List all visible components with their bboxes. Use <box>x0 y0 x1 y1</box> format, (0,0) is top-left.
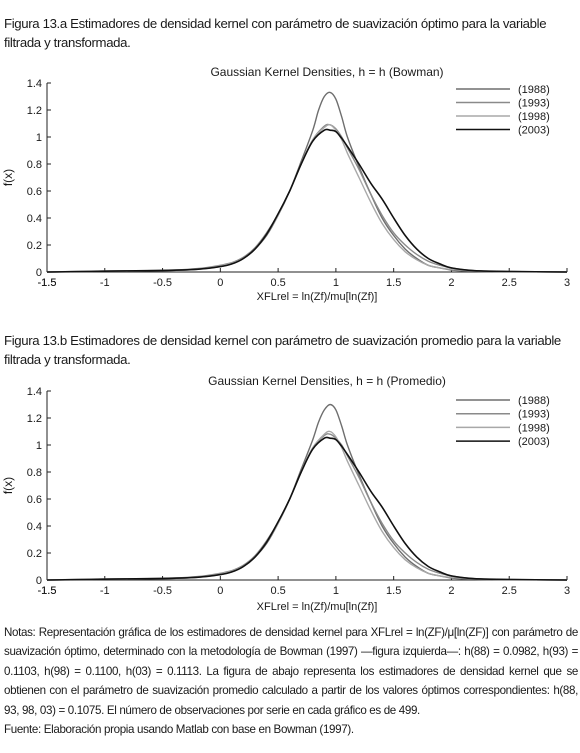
source-text: Fuente: Elaboración propia usando Matlab… <box>4 723 354 737</box>
y-tick-label: 0.4 <box>27 521 42 533</box>
y-tick-label: 0 <box>36 267 42 279</box>
legend-label: (1993) <box>518 98 550 110</box>
figure-caption-a: Figura 13.a Estimadores de densidad kern… <box>4 16 547 50</box>
legend-label: (1988) <box>518 395 550 407</box>
series-line <box>46 91 568 273</box>
chart-title: Gaussian Kernel Densities, h = h (Promed… <box>208 374 446 388</box>
legend-label: (2003) <box>518 125 550 137</box>
x-tick-label: -0.5 <box>153 585 172 597</box>
legend-label: (1988) <box>518 84 550 96</box>
y-axis-label: f(x) <box>1 169 15 186</box>
y-tick-label: 1.2 <box>27 105 42 117</box>
x-tick-label: -1.5 <box>38 277 57 289</box>
y-axis-label: f(x) <box>1 477 15 494</box>
figure-caption-b: Figura 13.b Estimadores de densidad kern… <box>4 333 561 367</box>
x-tick-label: 1 <box>333 585 339 597</box>
x-tick-label: 2 <box>448 585 454 597</box>
y-tick-label: 0.4 <box>27 213 42 225</box>
y-tick-label: 1.2 <box>27 413 42 425</box>
legend-label: (1998) <box>518 422 550 434</box>
series-line <box>46 436 568 581</box>
legend-label: (2003) <box>518 436 550 448</box>
x-tick-label: 0.5 <box>270 585 285 597</box>
chart-title: Gaussian Kernel Densities, h = h (Bowman… <box>210 65 443 79</box>
series-line <box>46 403 568 581</box>
series-line <box>46 128 568 273</box>
x-tick-label: -1 <box>100 585 110 597</box>
y-tick-label: 1.4 <box>27 386 42 398</box>
y-tick-label: 0.2 <box>27 548 42 560</box>
x-tick-label: 0.5 <box>270 277 285 289</box>
y-tick-label: 1 <box>36 132 42 144</box>
kernel-density-chart-a: Gaussian Kernel Densities, h = h (Bowman… <box>1 65 570 303</box>
x-tick-label: -1 <box>100 277 110 289</box>
y-tick-label: 1 <box>36 440 42 452</box>
y-tick-label: 0.6 <box>27 494 42 506</box>
y-tick-label: 0.2 <box>27 240 42 252</box>
x-tick-label: 0 <box>217 585 223 597</box>
x-tick-label: 1 <box>333 277 339 289</box>
notes-text: Notas: Representación gráfica de los est… <box>4 626 578 717</box>
x-tick-label: 0 <box>217 277 223 289</box>
legend-label: (1993) <box>518 409 550 421</box>
x-tick-label: 3 <box>564 277 570 289</box>
legend-label: (1998) <box>518 111 550 123</box>
y-tick-label: 0.8 <box>27 467 42 479</box>
x-axis-label: XFLrel = ln(Zf)/mu[ln(Zf)] <box>257 601 378 613</box>
y-tick-label: 0 <box>36 575 42 587</box>
notes-block: Notas: Representación gráfica de los est… <box>4 623 578 739</box>
x-axis-label: XFLrel = ln(Zf)/mu[ln(Zf)] <box>257 291 378 303</box>
x-tick-label: -1.5 <box>38 585 57 597</box>
x-tick-label: 2 <box>448 277 454 289</box>
x-tick-label: 3 <box>564 585 570 597</box>
x-tick-label: -1.5 <box>38 585 57 597</box>
kernel-density-chart-b: Gaussian Kernel Densities, h = h (Promed… <box>1 374 570 613</box>
x-tick-label: -1.5 <box>38 277 57 289</box>
y-tick-label: 0.8 <box>27 159 42 171</box>
y-tick-label: 1.4 <box>27 78 42 90</box>
x-tick-label: 1.5 <box>386 585 401 597</box>
y-tick-label: 0.6 <box>27 186 42 198</box>
x-tick-label: 1.5 <box>386 277 401 289</box>
x-tick-label: -0.5 <box>153 277 172 289</box>
x-tick-label: 2.5 <box>502 277 517 289</box>
x-tick-label: 2.5 <box>502 585 517 597</box>
